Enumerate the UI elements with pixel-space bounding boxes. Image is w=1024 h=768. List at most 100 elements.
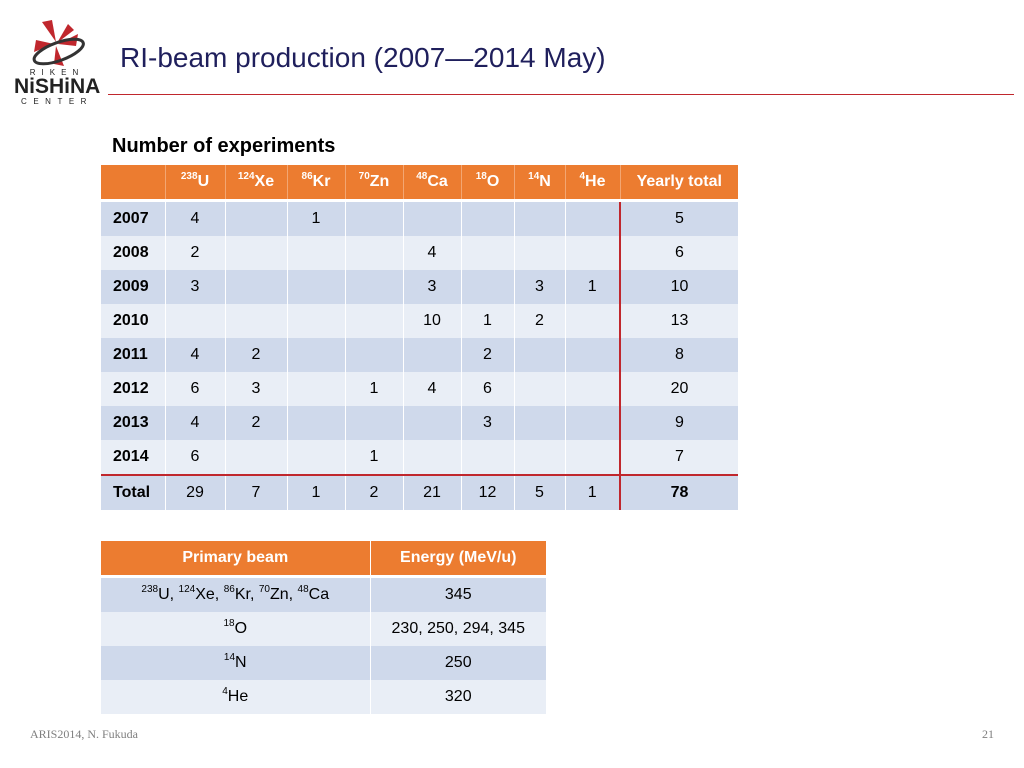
header-corner bbox=[101, 165, 165, 202]
table-cell bbox=[513, 338, 565, 372]
element-symbol: N bbox=[539, 173, 551, 190]
column-header-o: 18O bbox=[460, 165, 514, 202]
primary-beam-cell: 238U, 124Xe, 86Kr, 70Zn, 48Ca bbox=[101, 576, 370, 612]
table-cell bbox=[564, 440, 620, 475]
table-cell bbox=[286, 304, 345, 338]
table-cell: 2 bbox=[460, 338, 514, 372]
table-cell: 1 bbox=[344, 372, 403, 406]
table-cell bbox=[513, 406, 565, 440]
experiments-subtitle: Number of experiments bbox=[112, 135, 336, 157]
energy-cell: 230, 250, 294, 345 bbox=[369, 612, 546, 646]
table-row: 18O 230, 250, 294, 345 bbox=[101, 612, 546, 646]
mass-number: 86 bbox=[301, 170, 313, 182]
table-cell bbox=[564, 338, 620, 372]
element-symbol: Ca bbox=[427, 173, 448, 190]
table-cell bbox=[513, 372, 565, 406]
table-cell bbox=[564, 236, 620, 270]
mass-number: 4 bbox=[222, 685, 228, 697]
table-cell: 4 bbox=[402, 236, 461, 270]
table-cell bbox=[460, 236, 514, 270]
table-row: 14N 250 bbox=[101, 646, 546, 680]
experiments-table: 238U 124Xe 86Kr 70Zn 48Ca 18O 14N 4He Yearly tot… bbox=[101, 165, 738, 510]
element-symbol: He bbox=[227, 688, 249, 705]
yearly-total-cell: 20 bbox=[619, 372, 738, 406]
column-header-he: 4He bbox=[564, 165, 620, 202]
table-cell bbox=[224, 200, 287, 236]
yearly-total-cell: 6 bbox=[619, 236, 738, 270]
table-cell: 6 bbox=[164, 372, 225, 406]
yearly-total-cell: 5 bbox=[619, 200, 738, 236]
element-symbol: U bbox=[197, 173, 210, 190]
table-cell: 1 bbox=[344, 440, 403, 475]
mass-number: 4 bbox=[579, 170, 586, 182]
yearly-total-cell: 7 bbox=[619, 440, 738, 475]
table-cell: 1 bbox=[564, 474, 620, 510]
column-header-energy: Energy (MeV/u) bbox=[369, 541, 546, 578]
row-label: 2007 bbox=[101, 200, 165, 236]
table-cell bbox=[224, 304, 287, 338]
column-header-kr: 86Kr bbox=[286, 165, 345, 202]
mass-number: 18 bbox=[475, 170, 487, 182]
table-cell: 12 bbox=[460, 474, 514, 510]
table-cell bbox=[344, 406, 403, 440]
table-cell bbox=[224, 440, 287, 475]
table-cell: 2 bbox=[224, 338, 287, 372]
primary-beam-cell: 4He bbox=[101, 680, 370, 714]
energy-cell: 320 bbox=[369, 680, 546, 714]
table-cell bbox=[564, 372, 620, 406]
element-symbol: Zn bbox=[369, 173, 390, 190]
element-symbol: Zn bbox=[269, 586, 289, 603]
table-cell bbox=[286, 270, 345, 304]
row-label: 2013 bbox=[101, 406, 165, 440]
table-cell: 2 bbox=[344, 474, 403, 510]
primary-beam-cell: 14N bbox=[101, 646, 370, 680]
table-cell bbox=[402, 440, 461, 475]
table-cell: 21 bbox=[402, 474, 461, 510]
slide-title: RI-beam production (2007—2014 May) bbox=[120, 42, 606, 73]
logo-riken-text: RIKEN bbox=[29, 68, 85, 77]
table-cell bbox=[286, 236, 345, 270]
mass-number: 238 bbox=[141, 583, 159, 595]
table-cell: 4 bbox=[402, 372, 461, 406]
table-cell bbox=[402, 406, 461, 440]
table-cell: 1 bbox=[286, 474, 345, 510]
table-cell: 10 bbox=[402, 304, 461, 338]
row-label: 2011 bbox=[101, 338, 165, 372]
row-label: 2014 bbox=[101, 440, 165, 475]
primary-beam-cell: 18O bbox=[101, 612, 370, 646]
table-cell bbox=[344, 270, 403, 304]
table-cell bbox=[286, 372, 345, 406]
table-cell bbox=[460, 440, 514, 475]
table-cell bbox=[564, 304, 620, 338]
logo-nishina-text: NiSHiNA bbox=[14, 75, 101, 98]
column-header-u: 238U bbox=[164, 165, 225, 202]
riken-nishina-logo-icon bbox=[32, 20, 85, 66]
table-cell bbox=[286, 338, 345, 372]
table-cell bbox=[513, 440, 565, 475]
element-symbol: O bbox=[486, 173, 500, 190]
column-header-xe: 124Xe bbox=[224, 165, 287, 202]
table-row: 2007 4 1 5 bbox=[101, 200, 738, 236]
table-row: 2010 10 1 2 13 bbox=[101, 304, 738, 338]
table-cell bbox=[513, 200, 565, 236]
yearly-total-cell: 10 bbox=[619, 270, 738, 304]
footer-credit: ARIS2014, N. Fukuda bbox=[30, 727, 139, 741]
table-cell: 2 bbox=[224, 406, 287, 440]
energy-cell: 250 bbox=[369, 646, 546, 680]
table-cell bbox=[460, 200, 514, 236]
table-cell bbox=[344, 200, 403, 236]
column-header-n: 14N bbox=[513, 165, 565, 202]
table-row: 238U, 124Xe, 86Kr, 70Zn, 48Ca 345 bbox=[101, 576, 546, 612]
table-cell: 3 bbox=[224, 372, 287, 406]
table-cell: 1 bbox=[564, 270, 620, 304]
element-symbol: N bbox=[235, 654, 247, 671]
table-cell: 4 bbox=[164, 338, 225, 372]
row-label: 2009 bbox=[101, 270, 165, 304]
table-row: 2011 4 2 2 8 bbox=[101, 338, 738, 372]
mass-number: 48 bbox=[416, 170, 428, 182]
table-cell: 29 bbox=[164, 474, 225, 510]
table-cell bbox=[564, 200, 620, 236]
table-cell bbox=[224, 270, 287, 304]
energy-cell: 345 bbox=[369, 576, 546, 612]
element-symbol: Ca bbox=[308, 586, 330, 603]
